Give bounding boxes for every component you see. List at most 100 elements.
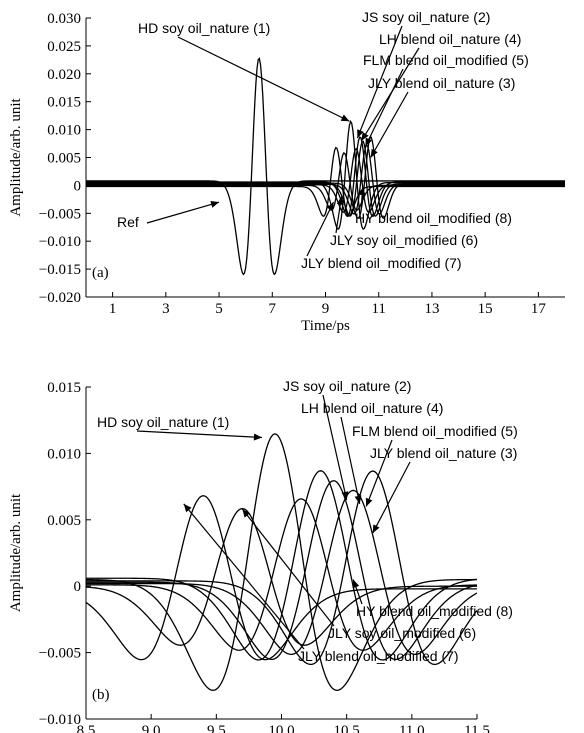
y-tick-label: −0.005 xyxy=(39,206,81,222)
arrow-head xyxy=(352,579,360,589)
annotation-arrow xyxy=(322,394,348,501)
annotation-arrow xyxy=(372,461,411,534)
annotation-arrow xyxy=(136,430,262,439)
arrow-head xyxy=(372,524,380,534)
x-axis-title: Time/ps xyxy=(301,318,350,334)
series-jly-blend-oil-nature-3 xyxy=(86,470,477,666)
x-tick-label: 17 xyxy=(531,301,547,317)
series-ref xyxy=(86,57,565,276)
annotation-arrow xyxy=(241,508,335,627)
y-tick-label: 0.025 xyxy=(47,39,81,55)
y-tick-label: −0.010 xyxy=(39,234,81,250)
annotation-arrow xyxy=(370,91,409,158)
series-js-soy-oil-nature-2 xyxy=(86,470,477,661)
panel-a: −0.020 −0.015 −0.010 −0.005 0 0.005 0.010 0.015… xyxy=(8,9,565,334)
series-group xyxy=(86,433,477,691)
y-tick-label: 0.005 xyxy=(47,513,81,529)
series-group xyxy=(86,57,565,276)
annotation-arrow xyxy=(146,201,220,224)
arrow-head xyxy=(210,201,220,208)
x-tick-label: 9 xyxy=(322,301,330,317)
x-tick-label: 11 xyxy=(371,301,385,317)
y-tick-label: 0 xyxy=(74,579,82,595)
series-jly-soy-oil-modified-6 xyxy=(86,507,477,646)
x-tick-label: 15 xyxy=(478,301,493,317)
arrow-head xyxy=(370,148,378,158)
annotation-hd-soy-oil-nature-1: HD soy oil_nature (1) xyxy=(138,20,270,36)
x-tick-label: 3 xyxy=(162,301,170,317)
annotation-jly-blend-oil-modified-7: JLY blend oil_modified (7) xyxy=(301,255,462,271)
y-tick-label: 0.015 xyxy=(47,380,81,396)
x-tick-label: 9.0 xyxy=(142,723,161,733)
x-tick-label: 7 xyxy=(269,301,277,317)
y-tick-label: 0.020 xyxy=(47,67,81,83)
y-tick-label: 0 xyxy=(74,178,82,194)
series-lh-blend-oil-nature-4 xyxy=(86,140,565,217)
arrow-head xyxy=(361,132,369,141)
x-tick-label: 13 xyxy=(424,301,439,317)
annotation-ref: Ref xyxy=(117,214,139,230)
annotation-flm-blend-oil-modified-5: FLM blend oil_modified (5) xyxy=(352,423,518,439)
annotation-jly-blend-oil-modified-7: JLY blend oil_modified (7) xyxy=(298,648,459,664)
y-axis-title: Amplitude/arb. unit xyxy=(8,493,24,612)
series-jly-blend-oil-modified-7 xyxy=(86,146,565,217)
annotation-jly-blend-oil-nature-3: JLY blend oil_nature (3) xyxy=(368,75,515,91)
y-tick-label: −0.005 xyxy=(39,646,81,662)
annotation-arrow xyxy=(177,36,350,122)
annotation-jly-soy-oil-modified-6: JLY soy oil_modified (6) xyxy=(328,625,476,641)
x-tick-label: 1 xyxy=(109,301,117,317)
arrow-head xyxy=(183,503,192,513)
arrow-head xyxy=(341,491,349,500)
arrow-head xyxy=(365,497,373,507)
series-hy-blend-oil-modified-8 xyxy=(86,147,565,214)
annotation-jly-blend-oil-nature-3: JLY blend oil_nature (3) xyxy=(370,445,517,461)
y-tick-label: 0.015 xyxy=(47,95,81,111)
y-tick-label: 0.030 xyxy=(47,11,81,27)
annotation-arrow xyxy=(183,503,305,650)
annotation-hy-blend-oil-modified-8: HY blend oil_modified (8) xyxy=(355,210,512,226)
annotation-arrow xyxy=(340,416,361,504)
arrow-head xyxy=(357,129,364,138)
annotation-lh-blend-oil-nature-4: LH blend oil_nature (4) xyxy=(301,400,443,416)
series-lh-blend-oil-nature-4 xyxy=(86,480,477,661)
annotation-hy-blend-oil-modified-8: HY blend oil_modified (8) xyxy=(356,603,513,619)
y-tick-label: 0.005 xyxy=(47,151,81,167)
arrow-head xyxy=(242,509,251,518)
series-jly-blend-oil-nature-3 xyxy=(86,136,565,220)
x-tick-label: 8.5 xyxy=(77,723,96,733)
series-jly-blend-oil-modified-7 xyxy=(86,495,477,661)
series-hy-blend-oil-modified-8 xyxy=(86,498,477,651)
y-tick-label: 0.010 xyxy=(47,123,81,139)
arrow-head xyxy=(354,495,362,504)
x-tick-label: 9.5 xyxy=(207,723,226,733)
arrow-head xyxy=(365,137,373,147)
y-tick-label: −0.015 xyxy=(39,262,81,278)
arrow-head xyxy=(340,114,350,122)
annotation-arrow xyxy=(364,68,404,147)
series-js-soy-oil-nature-2 xyxy=(86,136,565,218)
annotation-arrow xyxy=(356,25,403,139)
annotation-lh-blend-oil-nature-4: LH blend oil_nature (4) xyxy=(379,31,521,47)
x-tick-label: 10.0 xyxy=(268,723,294,733)
series-flm-blend-oil-modified-5 xyxy=(86,144,565,215)
arrow-head xyxy=(326,202,334,211)
x-tick-label: 11.0 xyxy=(399,723,425,733)
y-tick-label: 0.010 xyxy=(47,446,81,462)
annotation-hd-soy-oil-nature-1: HD soy oil_nature (1) xyxy=(97,414,229,430)
arrow-head xyxy=(358,187,366,196)
annotation-js-soy-oil-nature-2: JS soy oil_nature (2) xyxy=(283,378,411,394)
y-tick-label: −0.010 xyxy=(39,712,81,728)
panel-label: (b) xyxy=(92,687,110,703)
y-tick-label: −0.020 xyxy=(39,290,81,306)
annotation-jly-soy-oil-modified-6: JLY soy oil_modified (6) xyxy=(330,232,478,248)
annotation-arrow xyxy=(365,439,393,507)
panel-b: −0.010 −0.005 0 0.005 0.010 0.015 8.5 9.0 9.5 10.… xyxy=(8,378,518,733)
series-flm-blend-oil-modified-5 xyxy=(86,489,477,655)
annotation-js-soy-oil-nature-2: JS soy oil_nature (2) xyxy=(362,9,490,25)
x-tick-label: 5 xyxy=(215,301,223,317)
panel-label: (a) xyxy=(92,265,109,281)
y-axis-title: Amplitude/arb. unit xyxy=(8,98,24,217)
x-tick-label: 10.5 xyxy=(334,723,360,733)
arrow-head xyxy=(253,433,262,441)
